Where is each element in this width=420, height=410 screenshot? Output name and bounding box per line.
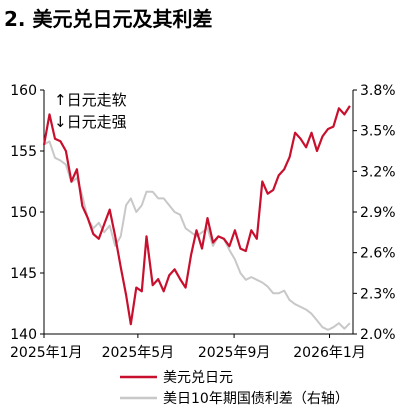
x-tick-label: 2025年1月 (10, 345, 83, 361)
series-line-usdjpy (42, 105, 351, 326)
right-tick-label: 3.5% (360, 124, 396, 140)
legend-label-spread: 美日10年期国债利差（右轴） (163, 391, 349, 407)
left-tick-label: 155 (10, 144, 37, 160)
left-tick-label: 150 (10, 205, 37, 221)
left-tick-label: 140 (10, 327, 37, 343)
series-line-spread (43, 140, 351, 331)
left-y-tick-labels: 160 155 150 145 140 (10, 83, 44, 343)
left-tick-label: 160 (10, 83, 37, 99)
right-tick-label: 2.3% (360, 286, 396, 302)
right-y-tick-labels: 3.8% 3.5% 3.2% 2.9% 2.6% 2.3% 2.0% (353, 83, 396, 343)
right-tick-label: 3.8% (360, 83, 396, 99)
right-tick-label: 2.0% (360, 327, 396, 343)
left-tick-label: 145 (10, 266, 37, 282)
chart-title: 2. 美元兑日元及其利差 (4, 7, 212, 31)
legend: 美元兑日元 美日10年期国债利差（右轴） (120, 370, 349, 407)
right-tick-label: 2.9% (360, 205, 396, 221)
x-tick-label: 2026年1月 (293, 345, 366, 361)
legend-label-usdjpy: 美元兑日元 (163, 370, 233, 386)
right-tick-label: 3.2% (360, 164, 396, 180)
annotation-yen-weaker: ↑日元走软 (54, 91, 127, 109)
annotation-yen-stronger: ↓日元走强 (54, 113, 127, 131)
x-tick-label: 2025年9月 (198, 345, 271, 361)
series-layer (42, 105, 351, 331)
right-tick-label: 2.6% (360, 246, 396, 262)
x-tick-labels: 2025年1月 2025年5月 2025年9月 2026年1月 (10, 334, 366, 361)
x-tick-label: 2025年5月 (102, 345, 175, 361)
